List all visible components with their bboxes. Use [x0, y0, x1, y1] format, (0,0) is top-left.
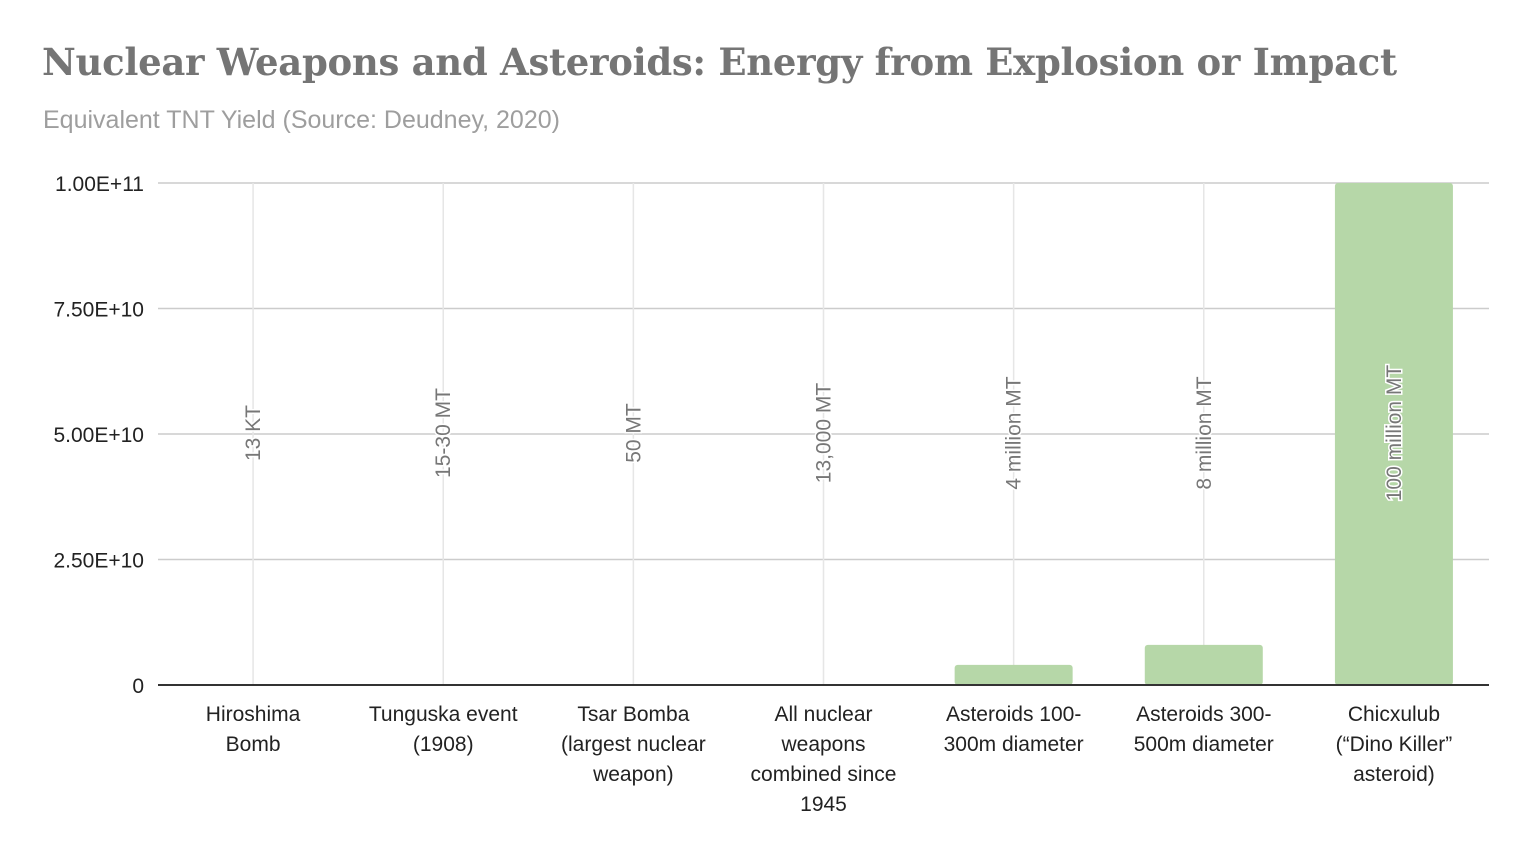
y-tick-label: 5.00E+10 [53, 424, 144, 447]
x-tick-label: Asteroids 100-300m diameter [944, 703, 1084, 756]
y-axis: 0 2.50E+10 5.00E+10 7.50E+10 1.00E+11 [53, 173, 144, 698]
y-tick-label: 1.00E+11 [55, 173, 144, 196]
x-tick-label: Asteroids 300-500m diameter [1134, 703, 1274, 756]
data-label: 13 KT [242, 405, 265, 461]
y-tick-label: 0 [132, 675, 144, 698]
data-label: 4 million MT [1003, 376, 1026, 489]
data-labels: 13 KT 15-30 MT 50 MT 13,000 MT 4 million MT 8… [241, 363, 1408, 503]
x-axis: Hiroshima Bomb Tunguska event (1908) Tsar Bo… [158, 684, 1489, 816]
y-tick-label: 2.50E+10 [53, 550, 144, 573]
chart-title: Nuclear Weapons and Asteroids: Energy fr… [42, 40, 1397, 84]
chart-subtitle: Equivalent TNT Yield (Source: Deudney, 2… [43, 106, 560, 134]
data-label: 50 MT [622, 403, 645, 463]
data-label: 15-30 MT [432, 388, 455, 478]
x-tick-label: Tsar Bomba (largest nuclear weapon) [561, 703, 706, 786]
bar [1334, 183, 1453, 685]
x-tick-label: Hiroshima Bomb [206, 703, 301, 756]
data-label: 8 million MT [1193, 376, 1216, 489]
bar [1144, 644, 1263, 685]
bar [954, 664, 1073, 685]
data-label: 13,000 MT [813, 383, 836, 484]
x-tick-label: All nuclear weapons combined since 1945 [751, 703, 897, 816]
x-tick-label: Chicxulub (“Dino Killer” asteroid) [1336, 703, 1453, 786]
data-label: 100 million MT [1383, 365, 1406, 502]
y-tick-label: 7.50E+10 [53, 299, 144, 322]
x-tick-label: Tunguska event (1908) [369, 703, 518, 756]
